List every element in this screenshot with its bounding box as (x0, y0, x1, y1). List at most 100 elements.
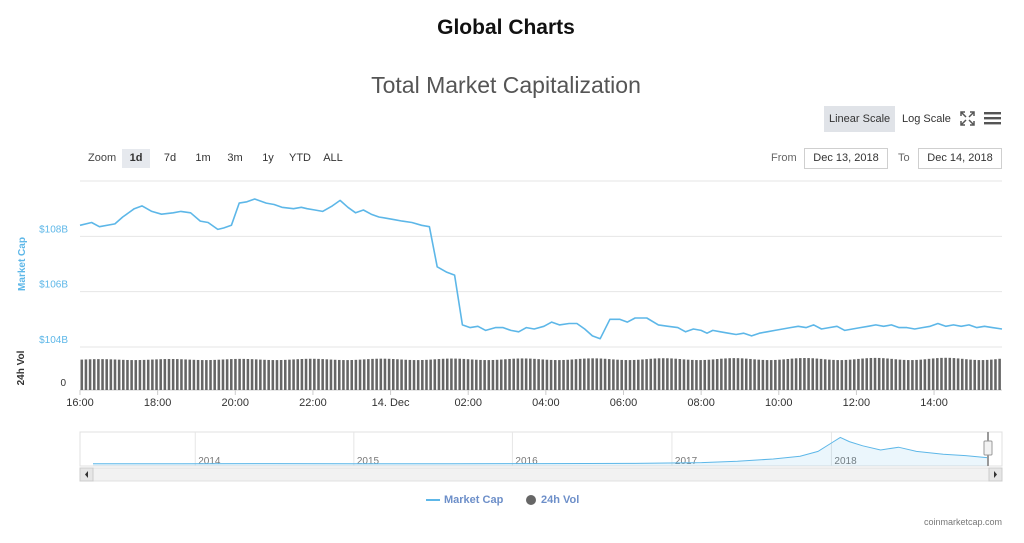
vol-bar (711, 359, 715, 390)
vol-bar (628, 360, 632, 390)
vol-bar (641, 359, 644, 390)
x-tick-label: 04:00 (532, 397, 560, 409)
vol-bar (603, 358, 607, 390)
vol-bar (230, 359, 233, 390)
vol-bar (221, 359, 225, 390)
chart-title: Total Market Capitalization (371, 72, 641, 98)
vol-bar (192, 359, 196, 390)
vol-bar (877, 357, 881, 390)
vol-bar (163, 359, 167, 390)
vol-bar (890, 358, 893, 390)
zoom-1d-button[interactable]: 1d (122, 149, 150, 168)
vol-bar (782, 359, 785, 390)
vol-bar (736, 358, 740, 390)
vol-bar (483, 360, 486, 390)
zoom-7d-button[interactable]: 7d (163, 152, 177, 164)
vol-bar (117, 359, 121, 390)
vol-bar (873, 357, 877, 390)
vol-bar (391, 359, 395, 390)
vol-bar (990, 359, 993, 390)
vol-bar (699, 360, 702, 390)
vol-bar (852, 359, 856, 390)
vol-bar (304, 358, 308, 390)
vol-bar (267, 359, 270, 390)
vol-bar (632, 359, 636, 390)
legend-market-cap[interactable]: Market Cap (426, 494, 503, 510)
vol-bar (105, 359, 108, 390)
vol-bar (200, 360, 204, 390)
vol-bar (225, 359, 229, 390)
x-tick-label: 22:00 (299, 397, 327, 409)
vol-bar (146, 359, 150, 390)
linear-scale-button[interactable]: Linear Scale (824, 106, 896, 132)
vol-bar (196, 359, 200, 390)
vol-bar (188, 359, 192, 390)
vol-bar (599, 358, 603, 390)
vol-bar (445, 358, 449, 390)
vol-bar (674, 358, 677, 390)
vol-bar (263, 359, 266, 390)
vol-bar (823, 359, 827, 390)
vol-bar (512, 358, 515, 390)
legend-24h-vol[interactable]: 24h Vol (526, 494, 579, 510)
vol-bar (948, 357, 952, 390)
zoom-all-button[interactable]: ALL (323, 152, 343, 164)
vol-bar (807, 358, 810, 390)
vol-bar (715, 359, 719, 390)
vol-bar (686, 359, 690, 390)
vol-bar (325, 359, 329, 390)
navigator-handle[interactable] (983, 440, 993, 456)
vol-bar (587, 358, 590, 390)
vol-bar (906, 360, 910, 390)
vol-bar (774, 359, 777, 390)
vol-bar (865, 358, 868, 390)
vol-bar (790, 358, 794, 390)
vol-bar (828, 359, 831, 390)
log-scale-button[interactable]: Log Scale (902, 113, 951, 125)
vol-bar (553, 360, 557, 390)
fullscreen-icon[interactable] (960, 111, 975, 126)
x-tick-label: 02:00 (454, 397, 482, 409)
vol-bar (836, 360, 839, 390)
vol-bar (288, 359, 291, 390)
hamburger-menu-icon[interactable] (984, 111, 1001, 125)
vol-bar (927, 358, 931, 390)
vol-bar (653, 358, 657, 390)
vol-bar (558, 360, 561, 390)
from-date-input[interactable]: Dec 13, 2018 (804, 148, 888, 169)
vol-bar (292, 359, 295, 390)
vol-bar (250, 359, 254, 390)
legend-market-cap-label: Market Cap (444, 494, 504, 506)
credits-link[interactable]: coinmarketcap.com (923, 517, 1002, 527)
navigator-year-label: 2014 (198, 456, 221, 467)
zoom-ytd-button[interactable]: YTD (289, 152, 311, 164)
vol-bar (882, 358, 885, 390)
zoom-3m-button[interactable]: 3m (227, 152, 243, 164)
vol-bar (454, 358, 457, 390)
vol-bar (848, 359, 852, 390)
vol-bar (516, 358, 520, 390)
navigator-year-label: 2017 (675, 456, 698, 467)
vol-bar (840, 360, 844, 390)
vol-bar (624, 360, 628, 390)
vol-bar (720, 358, 723, 390)
vol-bar (458, 358, 461, 390)
vol-bar (217, 359, 221, 390)
zoom-1m-button[interactable]: 1m (195, 152, 211, 164)
vol-bar (155, 359, 158, 390)
vol-bar (450, 358, 453, 390)
vol-bar (209, 360, 212, 390)
x-tick-label: 16:00 (66, 397, 94, 409)
vol-bar (612, 359, 615, 390)
x-tick-label: 12:00 (843, 397, 871, 409)
vol-bar (649, 358, 653, 390)
navigator-scrollbar[interactable] (79, 467, 1003, 482)
vol-bar (88, 359, 92, 390)
vol-bar (981, 360, 985, 390)
vol-bar (570, 359, 574, 390)
vol-bar (151, 359, 154, 390)
to-date-input[interactable]: Dec 14, 2018 (918, 148, 1002, 169)
zoom-1y-button[interactable]: 1y (262, 152, 274, 164)
vol-bar (869, 357, 873, 390)
vol-bar (462, 358, 466, 390)
